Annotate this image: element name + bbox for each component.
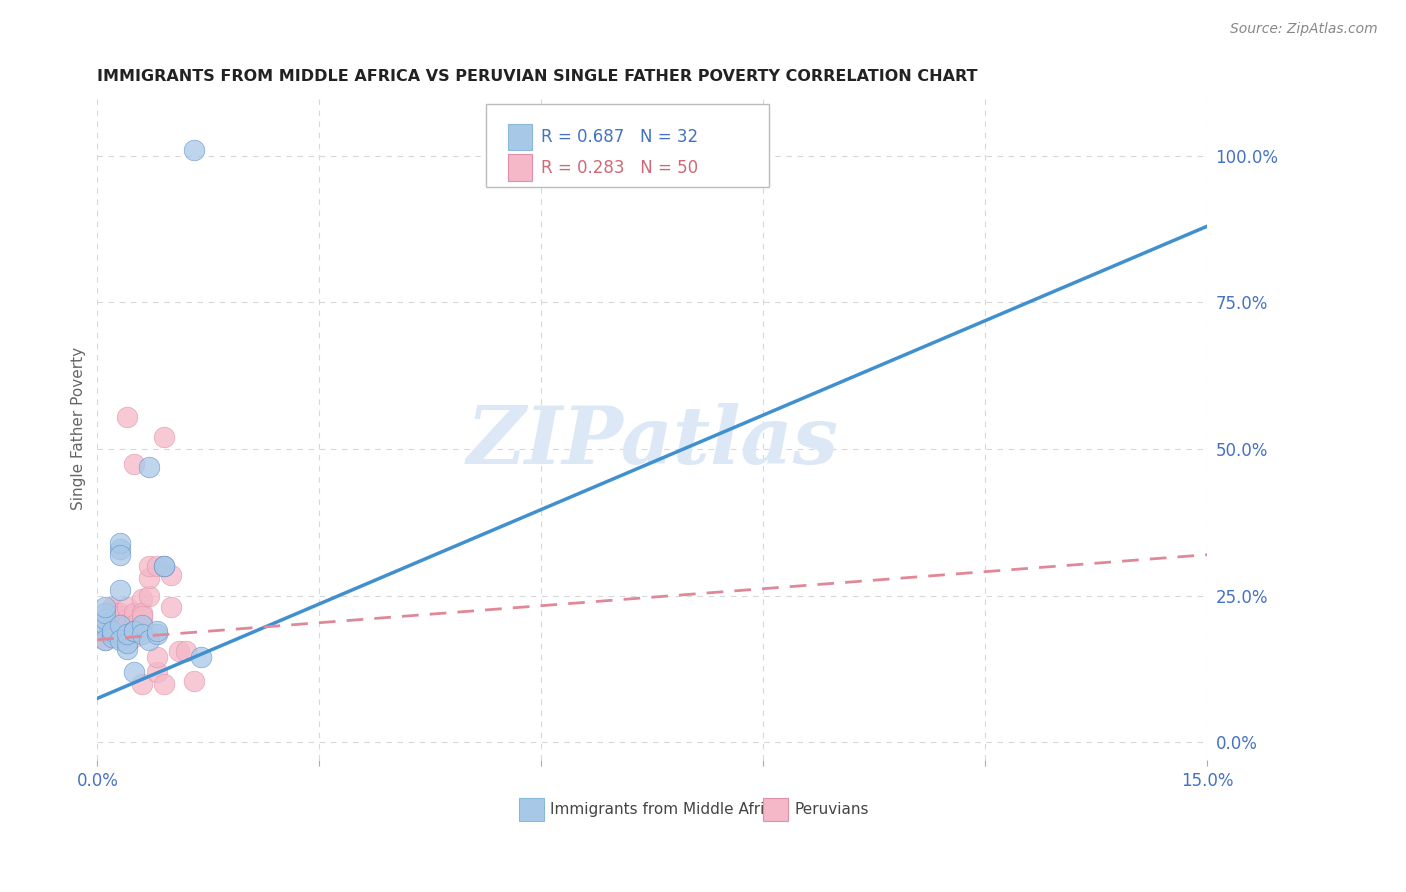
Point — [131, 676, 153, 690]
Point — [94, 612, 117, 626]
Point — [101, 627, 124, 641]
Point — [115, 635, 138, 649]
Point — [124, 624, 146, 638]
Text: R = 0.687   N = 32: R = 0.687 N = 32 — [541, 128, 699, 146]
FancyBboxPatch shape — [508, 124, 533, 150]
Point — [108, 607, 131, 621]
Text: ZIPatlas: ZIPatlas — [467, 403, 838, 481]
Point — [115, 641, 138, 656]
Point — [94, 621, 117, 635]
Point — [101, 624, 124, 638]
Point — [131, 607, 153, 621]
FancyBboxPatch shape — [763, 798, 787, 822]
Point — [108, 618, 131, 632]
Point — [131, 612, 153, 626]
Point — [174, 644, 197, 658]
Point — [131, 591, 153, 606]
Point — [138, 589, 160, 603]
Point — [131, 627, 153, 641]
Point — [153, 559, 176, 574]
Text: Source: ZipAtlas.com: Source: ZipAtlas.com — [1230, 22, 1378, 37]
Point — [145, 665, 167, 679]
Point — [101, 603, 124, 617]
FancyBboxPatch shape — [508, 154, 533, 181]
Point — [131, 609, 153, 624]
Point — [167, 644, 190, 658]
Point — [108, 609, 131, 624]
Point — [124, 665, 146, 679]
Point — [145, 627, 167, 641]
Point — [138, 632, 160, 647]
Point — [115, 618, 138, 632]
Point — [124, 457, 146, 471]
Point — [94, 618, 117, 632]
Point — [131, 618, 153, 632]
Point — [108, 632, 131, 647]
Point — [160, 600, 183, 615]
Point — [145, 559, 167, 574]
Point — [101, 609, 124, 624]
Point — [145, 624, 167, 638]
Point — [145, 650, 167, 665]
Point — [124, 607, 146, 621]
Point — [108, 582, 131, 597]
Point — [124, 630, 146, 644]
FancyBboxPatch shape — [519, 798, 544, 822]
Point — [101, 607, 124, 621]
Point — [94, 621, 117, 635]
Point — [124, 609, 146, 624]
Point — [108, 541, 131, 556]
Point — [108, 621, 131, 635]
Point — [153, 559, 176, 574]
Text: IMMIGRANTS FROM MIDDLE AFRICA VS PERUVIAN SINGLE FATHER POVERTY CORRELATION CHAR: IMMIGRANTS FROM MIDDLE AFRICA VS PERUVIA… — [97, 69, 977, 84]
Point — [108, 627, 131, 641]
Point — [153, 430, 176, 444]
Point — [94, 618, 117, 632]
Point — [115, 612, 138, 626]
Point — [115, 409, 138, 424]
Point — [94, 607, 117, 621]
Point — [101, 627, 124, 641]
Point — [115, 627, 138, 641]
Point — [124, 621, 146, 635]
Point — [101, 600, 124, 615]
Point — [160, 568, 183, 582]
Point — [94, 632, 117, 647]
Point — [94, 618, 117, 632]
Text: R = 0.283   N = 50: R = 0.283 N = 50 — [541, 159, 699, 177]
Point — [183, 143, 205, 157]
Point — [94, 630, 117, 644]
Point — [94, 600, 117, 615]
Point — [183, 673, 205, 688]
Point — [124, 624, 146, 638]
Point — [138, 559, 160, 574]
FancyBboxPatch shape — [486, 103, 769, 186]
Point — [138, 571, 160, 585]
Point — [94, 632, 117, 647]
Point — [115, 600, 138, 615]
Point — [108, 548, 131, 562]
Point — [108, 627, 131, 641]
Point — [101, 621, 124, 635]
Point — [108, 618, 131, 632]
Point — [101, 630, 124, 644]
Point — [153, 676, 176, 690]
Point — [190, 650, 212, 665]
Point — [94, 612, 117, 626]
Point — [94, 624, 117, 638]
Point — [101, 624, 124, 638]
Text: Peruvians: Peruvians — [794, 802, 869, 817]
Text: Immigrants from Middle Africa: Immigrants from Middle Africa — [550, 802, 782, 817]
Point — [94, 627, 117, 641]
Point — [124, 618, 146, 632]
Point — [138, 459, 160, 474]
Point — [94, 624, 117, 638]
Y-axis label: Single Father Poverty: Single Father Poverty — [72, 347, 86, 510]
Point — [115, 621, 138, 635]
Point — [108, 536, 131, 550]
